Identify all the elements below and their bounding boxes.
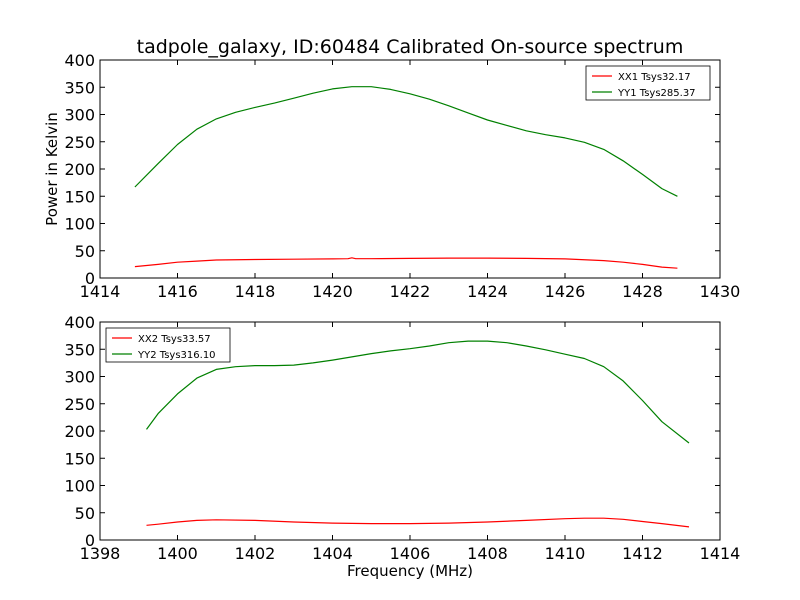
legend-box (585, 65, 711, 101)
x-tick-label: 1430 (700, 282, 741, 301)
series-line-xx2 (146, 517, 690, 528)
y-tick-label: 300 (64, 106, 95, 125)
x-tick-label: 1410 (545, 544, 586, 563)
series-line-yy2 (146, 340, 690, 444)
x-tick-label: 1416 (157, 282, 198, 301)
y-axis-label: Power in Kelvin (43, 112, 61, 226)
x-tick-label: 1408 (467, 544, 508, 563)
x-tick-label: 1424 (467, 282, 508, 301)
series-line-xx1 (134, 257, 678, 269)
legend-box (105, 327, 231, 363)
y-tick-label: 0 (85, 531, 95, 550)
figure-title: tadpole_galaxy, ID:60484 Calibrated On-s… (137, 36, 684, 58)
x-tick-label: 1406 (390, 544, 431, 563)
y-tick-label: 200 (64, 422, 95, 441)
y-tick-label: 250 (64, 133, 95, 152)
lower-plot: 1398 1400 1402 1404 1406 1408 1410 1412 1414 0 50 1… (64, 313, 740, 580)
y-tick-label: 250 (64, 395, 95, 414)
x-tick-label: 1418 (235, 282, 276, 301)
x-tick-label: 1398 (80, 544, 121, 563)
x-axis-label: Frequency (MHz) (347, 562, 473, 580)
x-tick-label: 1428 (622, 282, 663, 301)
y-tick-label: 50 (75, 242, 95, 261)
series-line-yy1 (134, 86, 678, 197)
x-tick-label: 1412 (622, 544, 663, 563)
x-tick-label: 1414 (80, 282, 121, 301)
x-tick-label: 1402 (235, 544, 276, 563)
upper-plot: 1414 1416 1418 1420 1422 1424 1426 1428 1430 0 50 1… (43, 51, 740, 301)
y-tick-label: 0 (85, 269, 95, 288)
y-tick-label: 300 (64, 368, 95, 387)
y-tick-label: 400 (64, 313, 95, 332)
y-tick-label: 350 (64, 78, 95, 97)
legend-entry: YY2 Tsys316.10 (137, 350, 216, 361)
x-tick-label: 1420 (312, 282, 353, 301)
legend-entry: XX2 Tsys33.57 (138, 334, 211, 345)
legend: XX2 Tsys33.57 YY2 Tsys316.10 (105, 327, 231, 363)
y-tick-label: 100 (64, 477, 95, 496)
legend-entry: XX1 Tsys32.17 (618, 72, 691, 83)
y-tick-label: 150 (64, 449, 95, 468)
y-tick-label: 200 (64, 160, 95, 179)
y-tick-label: 100 (64, 215, 95, 234)
y-tick-label: 150 (64, 187, 95, 206)
x-tick-label: 1422 (390, 282, 431, 301)
y-tick-label: 50 (75, 504, 95, 523)
y-tick-label: 400 (64, 51, 95, 70)
legend: XX1 Tsys32.17 YY1 Tsys285.37 (585, 65, 711, 101)
legend-entry: YY1 Tsys285.37 (617, 88, 696, 99)
x-tick-label: 1414 (700, 544, 741, 563)
y-tick-label: 350 (64, 340, 95, 359)
x-tick-label: 1404 (312, 544, 353, 563)
x-tick-label: 1426 (545, 282, 586, 301)
x-tick-label: 1400 (157, 544, 198, 563)
